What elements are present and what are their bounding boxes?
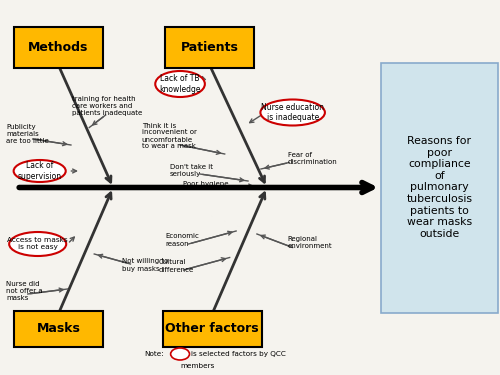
- FancyBboxPatch shape: [14, 311, 103, 347]
- Ellipse shape: [170, 348, 190, 360]
- Text: Nurse did
not offer a
masks: Nurse did not offer a masks: [6, 281, 43, 301]
- Text: Not willing to
buy masks: Not willing to buy masks: [122, 258, 168, 272]
- FancyBboxPatch shape: [162, 311, 262, 347]
- Text: Cultural
difference: Cultural difference: [158, 260, 194, 273]
- Text: Poor hygiene: Poor hygiene: [182, 181, 228, 187]
- Ellipse shape: [260, 99, 325, 126]
- Text: Access to masks
is not easy: Access to masks is not easy: [8, 237, 68, 250]
- Text: Publicity
materials
are too little: Publicity materials are too little: [6, 124, 48, 144]
- FancyBboxPatch shape: [14, 27, 103, 68]
- Text: Nurse education
is inadequate: Nurse education is inadequate: [261, 103, 324, 122]
- FancyBboxPatch shape: [381, 63, 498, 312]
- Text: members: members: [180, 363, 214, 369]
- Text: Economic
reason: Economic reason: [165, 234, 199, 246]
- Text: Don't take it
seriously: Don't take it seriously: [170, 164, 213, 177]
- Text: training for health
care workers and
patients inadequate: training for health care workers and pat…: [72, 96, 142, 116]
- Text: Lack of TB
knowledge: Lack of TB knowledge: [160, 74, 201, 94]
- Text: Think it is
inconvenient or
uncomfortable
to wear a mask: Think it is inconvenient or uncomfortabl…: [142, 123, 197, 150]
- Text: Regional
environment: Regional environment: [288, 236, 333, 249]
- Text: Reasons for
poor
compliance
of
pulmonary
tuberculosis
patients to
wear masks
out: Reasons for poor compliance of pulmonary…: [406, 136, 472, 239]
- Ellipse shape: [9, 232, 66, 256]
- Ellipse shape: [14, 160, 66, 182]
- Text: Masks: Masks: [36, 322, 80, 336]
- FancyBboxPatch shape: [165, 27, 254, 68]
- Text: Methods: Methods: [28, 41, 88, 54]
- Text: Fear of
discrimination: Fear of discrimination: [288, 152, 338, 165]
- Text: Other factors: Other factors: [166, 322, 259, 336]
- Text: Note:: Note:: [144, 351, 164, 357]
- Ellipse shape: [156, 71, 205, 97]
- Text: Lack of
supervision: Lack of supervision: [18, 161, 62, 181]
- Text: is selected factors by QCC: is selected factors by QCC: [192, 351, 286, 357]
- Text: Patients: Patients: [181, 41, 239, 54]
